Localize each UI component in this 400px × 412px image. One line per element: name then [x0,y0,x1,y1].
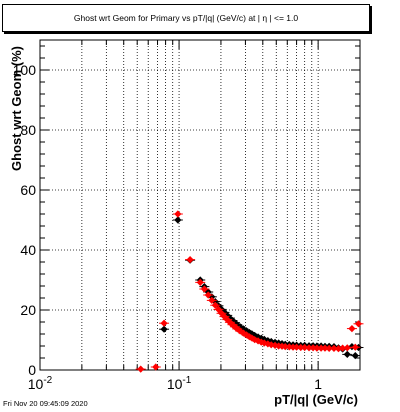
x-tick-label: 1 [314,376,322,392]
point-marker [351,343,359,351]
timestamp: Fri Nov 20 09:45:09 2020 [3,399,88,408]
point-marker [351,352,359,360]
point-marker [231,323,239,331]
data-point [203,291,214,299]
data-point [206,296,217,304]
y-tick-label: 60 [20,182,36,198]
data-point [185,256,196,264]
point-marker [217,309,226,317]
data-point [172,210,183,218]
data-point [353,320,364,328]
data-point [342,350,353,358]
point-marker [211,301,219,309]
data-point [172,216,183,224]
data-point [350,343,361,351]
data-point [159,325,170,333]
data-point [159,319,170,327]
point-marker [233,325,241,333]
point-marker [267,341,275,349]
point-marker [254,337,262,345]
point-marker [348,325,356,333]
data-point [342,344,353,352]
tick-labels: 0 20 40 60 80 100 10-2 10-1 1 [13,62,323,392]
point-marker [196,278,204,286]
point-marker [204,291,212,299]
x-axis-label: pT/|q| (GeV/c) [274,392,358,407]
point-marker [271,341,279,349]
data-point [195,278,206,286]
point-marker [137,365,145,373]
data-series [135,210,364,373]
x-tick-label: 10-1 [167,375,192,392]
y-tick-label: 0 [28,362,36,378]
data-point [210,301,221,309]
point-marker [251,336,259,344]
point-marker [236,323,244,331]
data-point [199,285,210,293]
point-marker [214,305,223,313]
data-point [213,305,224,313]
point-marker [264,340,272,348]
point-marker [226,318,234,326]
point-marker [208,296,216,304]
data-point [346,325,357,333]
point-marker [223,311,231,319]
point-marker [348,343,356,351]
data-point [216,309,227,317]
data-point [350,352,361,360]
point-marker [174,216,182,224]
data-point [135,365,146,373]
y-tick-label: 80 [20,122,36,138]
point-marker [343,344,351,352]
point-marker [160,325,168,333]
point-marker [220,308,229,316]
point-marker [226,314,234,322]
y-tick-label: 100 [13,62,37,78]
point-marker [239,329,247,337]
data-point [150,363,161,371]
point-marker [174,210,182,218]
x-tick-label: 10-2 [28,375,53,392]
point-marker [242,331,251,339]
point-marker [354,320,363,328]
axis-ticks [39,40,361,371]
point-marker [223,316,231,324]
point-marker [160,319,168,327]
point-marker [343,350,351,358]
grid-lines [40,40,361,370]
point-marker [152,363,160,371]
point-marker [186,256,194,264]
chart-title: Ghost wrt Geom for Primary vs pT/|q| (Ge… [2,4,370,32]
y-axis-label: Ghost wrt Geom (%) [9,46,24,171]
point-marker [200,285,208,293]
y-tick-label: 40 [20,242,36,258]
point-marker [239,325,247,333]
y-tick-label: 20 [20,302,36,318]
point-marker [220,313,229,321]
